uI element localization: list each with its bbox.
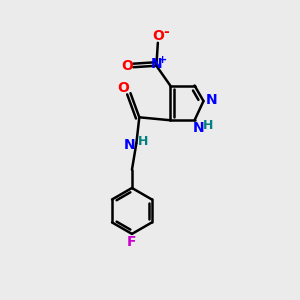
Text: O: O <box>152 29 164 43</box>
Text: O: O <box>117 81 129 95</box>
Text: N: N <box>151 57 162 71</box>
Text: N: N <box>124 138 136 152</box>
Text: H: H <box>202 119 213 132</box>
Text: N: N <box>192 122 204 136</box>
Text: +: + <box>158 56 167 65</box>
Text: F: F <box>127 235 137 249</box>
Text: O: O <box>121 59 133 73</box>
Text: H: H <box>138 135 148 148</box>
Text: N: N <box>206 93 218 106</box>
Text: -: - <box>163 26 169 40</box>
